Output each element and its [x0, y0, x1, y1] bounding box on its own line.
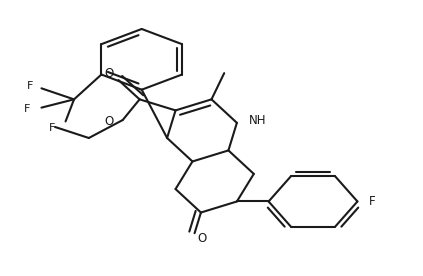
Text: F: F [24, 104, 30, 114]
Text: NH: NH [249, 113, 267, 127]
Text: F: F [48, 123, 55, 133]
Text: O: O [104, 67, 114, 81]
Text: F: F [26, 81, 33, 91]
Text: O: O [104, 115, 114, 128]
Text: O: O [198, 232, 207, 245]
Text: F: F [369, 195, 376, 208]
